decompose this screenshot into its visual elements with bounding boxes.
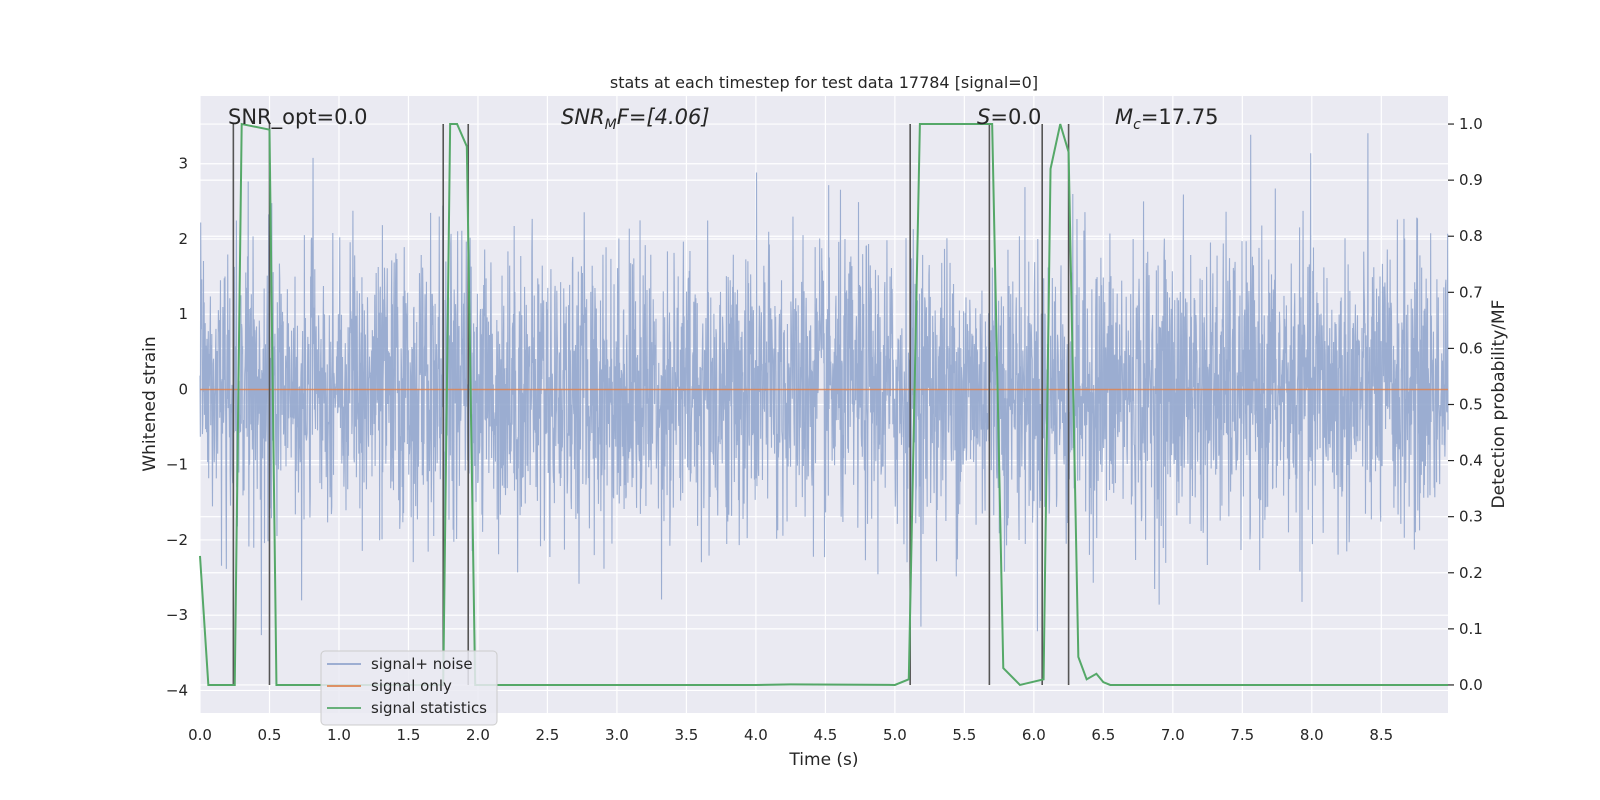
- x-tick-label: 7.0: [1161, 726, 1185, 744]
- x-tick-label: 1.0: [327, 726, 351, 744]
- signal-statistics-line: [199, 122, 1448, 687]
- annotation-mc: Mc=17.75: [1115, 105, 1219, 133]
- annotation-snr-opt: SNR_opt=0.0: [228, 105, 368, 130]
- x-tick-label: 6.0: [1022, 726, 1046, 744]
- right-tick-label: 0.5: [1459, 396, 1483, 414]
- signal-noise-series: [199, 133, 1449, 636]
- right-tick-label: 1.0: [1459, 115, 1483, 133]
- right-tick-label: 0.7: [1459, 283, 1483, 301]
- annotation-mc-symbol: M: [1115, 105, 1133, 129]
- left-axis-ticks: −4 −3 −2 −1 0 1 2 3: [166, 155, 188, 700]
- annotations: SNR_opt=0.0 SNRMF=[4.06] S=0.0 Mc=17.75: [228, 105, 1219, 133]
- left-y-axis-label: Whitened strain: [140, 336, 160, 471]
- x-tick-label: 3.5: [674, 726, 698, 744]
- annotation-s: S=0.0: [977, 105, 1041, 129]
- right-tick-label: 0.9: [1459, 171, 1483, 189]
- vertical-markers: [232, 124, 1070, 685]
- x-tick-label: 7.5: [1230, 726, 1254, 744]
- x-tick-label: 4.0: [744, 726, 768, 744]
- legend-signal-label: signal only: [371, 677, 452, 695]
- legend-stats-label: signal statistics: [371, 699, 487, 717]
- legend: signal+ noise signal only signal statist…: [320, 650, 498, 726]
- left-tick-label: −3: [166, 606, 188, 624]
- x-tick-label: 8.0: [1300, 726, 1324, 744]
- left-tick-label: −2: [166, 531, 188, 549]
- x-tick-label: 8.5: [1369, 726, 1393, 744]
- x-tick-label: 0.0: [188, 726, 212, 744]
- x-axis-label: Time (s): [788, 750, 858, 770]
- annotation-snr-mf-symbol: SNR: [561, 105, 605, 129]
- right-tick-label: 0.6: [1459, 339, 1483, 357]
- x-tick-label: 5.0: [883, 726, 907, 744]
- x-tick-label: 0.5: [258, 726, 282, 744]
- right-y-axis-label: Detection probability/MF: [1489, 300, 1509, 509]
- x-tick-label: 5.5: [952, 726, 976, 744]
- right-tick-label: 0.3: [1459, 508, 1483, 526]
- left-tick-label: −1: [166, 456, 188, 474]
- x-tick-label: 3.0: [605, 726, 629, 744]
- annotation-snr-mf-subscript: M: [605, 117, 617, 133]
- annotation-snr-mf-value: F=[4.06]: [617, 105, 710, 129]
- x-tick-label: 4.5: [813, 726, 837, 744]
- annotation-snr-mf: SNRMF=[4.06]: [561, 105, 710, 133]
- legend-box: [320, 650, 498, 726]
- left-tick-label: 1: [178, 305, 188, 323]
- x-tick-label: 1.5: [397, 726, 421, 744]
- left-tick-label: 2: [178, 230, 188, 248]
- chart-title: stats at each timestep for test data 177…: [610, 73, 1038, 92]
- right-tick-label: 0.1: [1459, 620, 1483, 638]
- legend-noise-label: signal+ noise: [371, 655, 473, 673]
- x-tick-label: 6.5: [1091, 726, 1115, 744]
- right-axis-ticks: 0.0 0.1 0.2 0.3 0.4 0.5 0.6 0.7 0.8 0.9 1.0: [1448, 115, 1483, 694]
- signal-statistics-series: [199, 122, 1448, 687]
- right-tick-label: 0.2: [1459, 564, 1483, 582]
- x-tick-label: 2.5: [536, 726, 560, 744]
- x-tick-label: 2.0: [466, 726, 490, 744]
- right-tick-label: 0.4: [1459, 452, 1483, 470]
- annotation-s-value: =0.0: [990, 105, 1041, 129]
- right-tick-label: 0.0: [1459, 676, 1483, 694]
- left-tick-label: 3: [178, 155, 188, 173]
- left-tick-label: 0: [178, 380, 188, 398]
- annotation-mc-subscript: c: [1133, 117, 1141, 133]
- x-axis-ticks: 0.0 0.5 1.0 1.5 2.0 2.5 3.0 3.5 4.0 4.5 5.0 5.5 6.0 6…: [188, 726, 1393, 744]
- right-tick-label: 0.8: [1459, 227, 1483, 245]
- annotation-s-symbol: S: [977, 105, 990, 129]
- annotation-mc-value: =17.75: [1141, 105, 1219, 129]
- left-tick-label: −4: [166, 681, 188, 699]
- signal-noise-line: [199, 133, 1449, 636]
